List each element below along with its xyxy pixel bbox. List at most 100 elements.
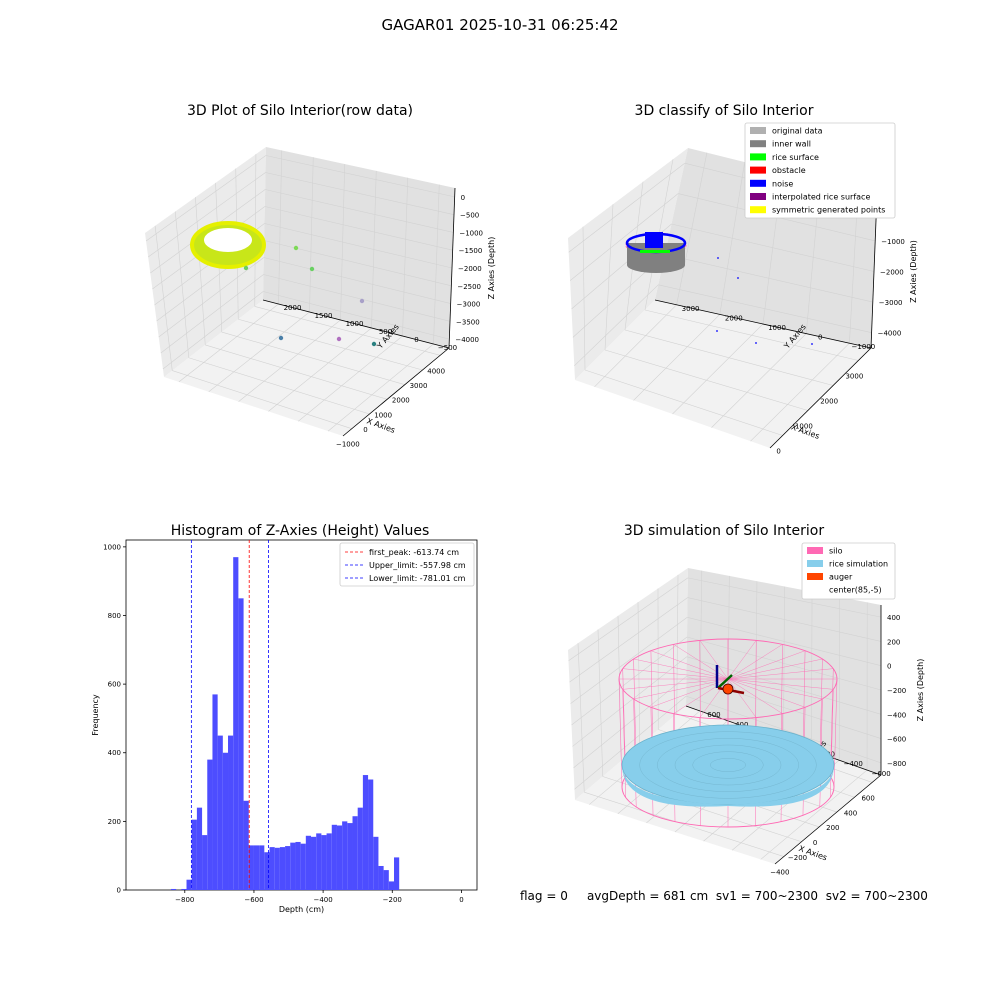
p2-legend-label: inner wall bbox=[772, 140, 811, 149]
p3-hist-bar bbox=[228, 735, 234, 890]
p2-legend-box bbox=[744, 122, 896, 219]
p3-hist-bar bbox=[300, 843, 306, 890]
p2-legend-label: rice surface bbox=[772, 153, 819, 162]
p4-silo-spoke bbox=[727, 678, 783, 714]
p1-y-axis-line bbox=[262, 299, 450, 349]
p4-legend-label: center(85,-5) bbox=[829, 586, 882, 595]
p4-silo-spoke bbox=[650, 650, 729, 680]
p1-grid-y bbox=[298, 335, 403, 422]
p2-legend-swatch bbox=[750, 127, 766, 134]
p4-silo-spoke bbox=[673, 644, 729, 680]
p2-grid-z bbox=[671, 223, 875, 272]
p4-rice-mesh bbox=[710, 758, 746, 772]
p1-grid-z bbox=[265, 172, 455, 215]
p2-legend-swatch bbox=[750, 206, 766, 214]
p1-z-tick-label: −500 bbox=[460, 212, 479, 220]
p1-grid-z bbox=[265, 155, 455, 198]
p1-z-tick-label: 0 bbox=[461, 194, 465, 202]
status-sv1: sv1 = 700~2300 bbox=[715, 889, 819, 903]
p3-hist-bar bbox=[217, 735, 223, 890]
p4-z-tick-label: 200 bbox=[887, 638, 900, 646]
p3-x-axis-label: Depth (cm) bbox=[279, 905, 324, 914]
figure-title: GAGAR01 2025-10-31 06:25:42 bbox=[381, 16, 619, 34]
p3-y-axis-label: Frequency bbox=[91, 694, 100, 736]
p1-grid-y bbox=[178, 303, 279, 383]
p3-y-tick-label: 200 bbox=[108, 818, 121, 826]
p4-legend-label: silo bbox=[829, 547, 843, 556]
p4-silo-spoke bbox=[727, 640, 757, 680]
p4-z-tick-label: −400 bbox=[887, 711, 906, 719]
p3-hist-bar bbox=[269, 847, 275, 890]
panel4-title: 3D simulation of Silo Interior bbox=[623, 523, 825, 539]
p4-silo-spoke bbox=[727, 658, 823, 680]
p2-legend-swatch bbox=[750, 140, 766, 148]
p1-z-tick-label: −2000 bbox=[458, 265, 482, 273]
p3-hist-bar bbox=[321, 835, 327, 890]
p3-hist-bar bbox=[181, 888, 187, 890]
p3-hist-bar bbox=[347, 823, 353, 890]
p2-legend-swatch bbox=[750, 166, 766, 174]
p1-x-tick-label: 2000 bbox=[392, 397, 410, 405]
p1-grid-x bbox=[221, 331, 405, 385]
p2-grid-y bbox=[750, 342, 850, 442]
p1-y-tick-label: 0 bbox=[414, 336, 418, 344]
p3-x-tick-label: −400 bbox=[313, 896, 332, 904]
p4-y-tick-label: −400 bbox=[844, 760, 863, 768]
p3-hist-bar bbox=[388, 881, 395, 890]
p3-hist-bar bbox=[248, 845, 254, 890]
p2-legend-label: symmetric generated points bbox=[772, 206, 885, 215]
p3-hist-bar bbox=[394, 857, 400, 890]
p4-silo-spoke bbox=[727, 678, 834, 690]
p4-z-tick-label: −200 bbox=[887, 687, 906, 695]
p3-hist-bar bbox=[336, 825, 343, 890]
p4-legend-box bbox=[801, 542, 896, 600]
p1-silo-ring-interior bbox=[204, 228, 252, 252]
p3-hist-bar bbox=[295, 841, 301, 890]
p1-grid-x bbox=[188, 357, 370, 415]
panel3-title: Histogram of Z-Axies (Height) Values bbox=[170, 523, 430, 539]
p1-x-tick-label: 4000 bbox=[427, 367, 445, 375]
p2-legend-swatch bbox=[750, 193, 766, 200]
p3-hist-bar bbox=[362, 775, 369, 890]
p1-y-tick-label: 2000 bbox=[284, 304, 302, 312]
p4-silo-rib bbox=[618, 678, 623, 788]
p2-rice-surface bbox=[640, 250, 670, 253]
p2-y-tick-label: 2000 bbox=[725, 314, 743, 322]
p4-y-tick-label: 600 bbox=[707, 711, 720, 719]
p1-z-tick-label: −1500 bbox=[459, 247, 483, 255]
p1-x-tick-label: −1000 bbox=[336, 441, 360, 449]
p4-grid-z bbox=[687, 616, 882, 667]
p1-grid-z bbox=[265, 189, 454, 233]
p1-data-point bbox=[371, 341, 377, 347]
p4-grid-z bbox=[568, 577, 689, 661]
p4-z-tick-label: 0 bbox=[887, 663, 891, 671]
p3-hist-bar bbox=[196, 807, 203, 890]
p4-silo-spoke bbox=[727, 650, 806, 680]
p1-z-axis-label: Z Axies (Depth) bbox=[487, 237, 496, 300]
p4-x-tick-label: −200 bbox=[788, 854, 807, 862]
p4-silo-spoke bbox=[727, 678, 757, 718]
p4-rice-mesh bbox=[639, 731, 817, 799]
p4-silo-spoke bbox=[727, 678, 823, 700]
p4-rice-mesh bbox=[692, 751, 764, 779]
p3-hist-bar bbox=[274, 847, 280, 890]
p1-grid-x bbox=[254, 306, 441, 356]
p3-y-tick-label: 600 bbox=[108, 681, 121, 689]
p1-x-tick-label: 1000 bbox=[374, 411, 392, 419]
p2-y-axis-line bbox=[654, 299, 872, 349]
p3-hist-bar bbox=[238, 598, 244, 890]
p2-grid-y bbox=[633, 314, 721, 401]
p4-silo-spoke bbox=[650, 678, 729, 708]
p4-x-axis-line bbox=[774, 774, 882, 865]
p2-noise-point bbox=[755, 342, 757, 344]
p4-rice-surface bbox=[621, 724, 835, 806]
p4-silo-spoke bbox=[622, 668, 729, 680]
p4-silo-spoke bbox=[699, 640, 729, 680]
p1-z-tick-label: −4000 bbox=[455, 336, 479, 344]
p4-silo-spoke bbox=[633, 658, 729, 680]
p2-grid-z bbox=[658, 284, 872, 333]
p4-grid-z bbox=[571, 636, 688, 726]
p2-x-axis-line bbox=[769, 347, 872, 449]
p4-grid-z bbox=[687, 577, 882, 618]
p1-data-point bbox=[309, 266, 315, 272]
